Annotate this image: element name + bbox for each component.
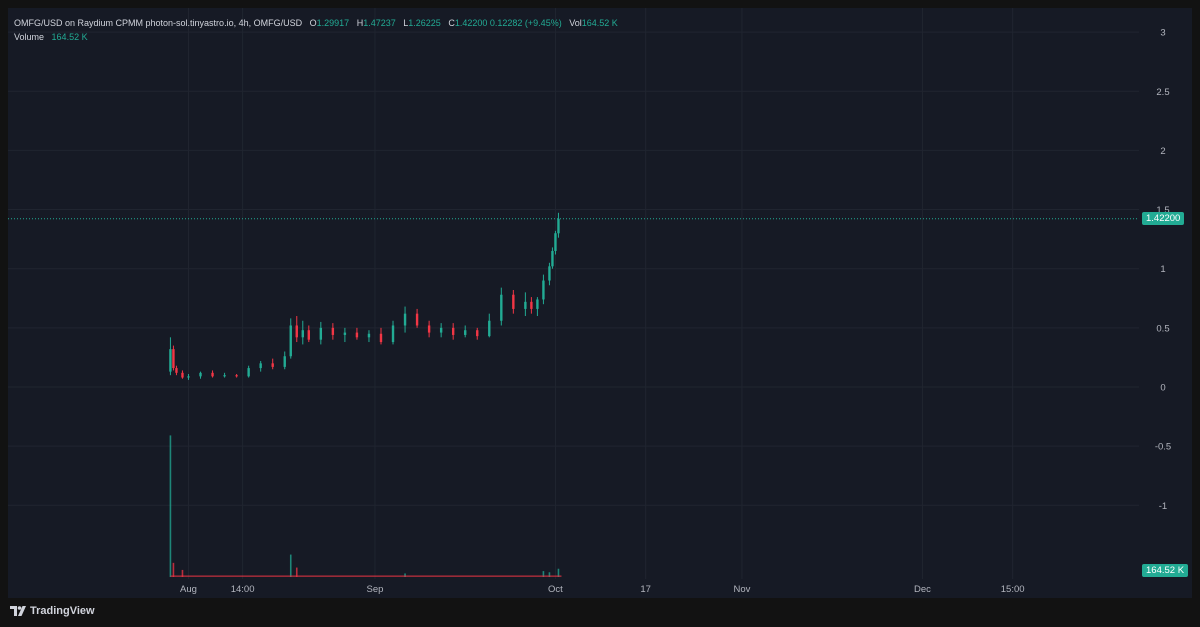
brand-name: TradingView: [30, 605, 95, 617]
candle-body: [295, 325, 298, 338]
candle-body: [551, 250, 554, 267]
time-tick-label: 17: [640, 584, 651, 595]
time-tick-label: Dec: [914, 584, 931, 595]
symbol-title[interactable]: OMFG/USD on Raydium CPMM photon-sol.tiny…: [14, 18, 303, 28]
time-tick-label: 15:00: [1001, 584, 1025, 595]
plot-background: [8, 8, 1139, 598]
time-axis: Aug 14:00 Sep Oct 17 Nov Dec 15:00: [180, 584, 1025, 595]
candle-body: [289, 325, 292, 357]
high-value: 1.47237: [363, 18, 396, 28]
candle-body: [169, 349, 172, 372]
time-tick-label: Oct: [548, 584, 563, 595]
close-label: C: [448, 18, 455, 28]
time-tick-label: Sep: [367, 584, 384, 595]
candle-body: [512, 294, 515, 309]
volume-bar: [404, 573, 406, 577]
candle-body: [530, 301, 533, 309]
candle-body: [199, 372, 202, 377]
volume-bar: [289, 554, 292, 577]
candle-body: [439, 327, 443, 333]
time-tick-label: 14:00: [231, 584, 255, 595]
candle-body: [500, 294, 503, 321]
candle-body: [181, 372, 184, 378]
high-label: H: [356, 18, 364, 28]
last-volume-tag: 164.52 K: [1142, 564, 1189, 577]
price-tick-label: 1.5: [1156, 205, 1169, 216]
candle-body: [379, 333, 383, 343]
candle-body: [355, 332, 359, 338]
low-value: 1.26225: [408, 18, 441, 28]
volume-bar: [169, 435, 172, 577]
candle-body: [476, 330, 479, 337]
volume-bar: [557, 568, 560, 577]
tradingview-icon: [10, 606, 26, 616]
grid: [8, 8, 1139, 579]
candle-body: [367, 333, 371, 338]
candle-body: [187, 376, 190, 378]
candle-body: [536, 299, 539, 309]
price-tick-label: -0.5: [1155, 442, 1171, 453]
chart-legend[interactable]: OMFG/USD on Raydium CPMM photon-sol.tiny…: [14, 14, 618, 46]
candle-body: [331, 327, 335, 335]
tradingview-logo[interactable]: TradingView: [10, 605, 95, 617]
candle-body: [172, 349, 175, 369]
price-axis-background[interactable]: [1139, 8, 1192, 598]
vol-label: Vol: [569, 18, 582, 28]
volume-value: 164.52 K: [51, 32, 88, 42]
candle-body: [524, 301, 527, 309]
last-price-tag: 1.42200: [1142, 211, 1185, 225]
volume-bar: [542, 571, 545, 577]
candle-body: [247, 368, 250, 377]
candle-body: [259, 363, 262, 369]
candle-body: [427, 325, 431, 333]
candle-body: [235, 375, 238, 377]
time-tick-label: Aug: [180, 584, 197, 595]
candle-body: [464, 330, 467, 335]
candle-body: [301, 330, 304, 338]
candle-body: [554, 233, 557, 251]
price-tick-label: 0.5: [1156, 323, 1169, 334]
candle-body: [175, 368, 178, 373]
candle-body: [451, 327, 455, 335]
volume-series: [169, 435, 562, 578]
volume-bar: [295, 567, 298, 577]
vol-value: 164.52 K: [581, 18, 618, 28]
volume-bar: [172, 562, 175, 577]
candle-body: [211, 372, 214, 377]
change-value: 0.12282 (+9.45%): [489, 18, 562, 28]
candle-body: [223, 375, 226, 377]
candle-body: [403, 313, 407, 326]
legend-volume-row: Volume 164.52 K: [14, 28, 618, 46]
open-value: 1.29917: [316, 18, 350, 28]
open-label: O: [309, 18, 317, 28]
close-value: 1.42200: [454, 18, 488, 28]
low-label: L: [403, 18, 409, 28]
candle-body: [307, 330, 310, 340]
time-axis-background[interactable]: [8, 579, 1139, 598]
volume-bar: [181, 569, 184, 577]
price-tick-label: 0: [1160, 383, 1165, 394]
candle-body: [548, 266, 551, 281]
candle-body: [283, 356, 286, 367]
price-tick-label: 3: [1160, 28, 1165, 39]
price-tick-label: 2.5: [1156, 87, 1169, 98]
price-tick-label: -1: [1159, 501, 1167, 512]
volume-bar: [548, 572, 551, 577]
candle-body: [557, 218, 560, 234]
legend-symbol-row: OMFG/USD on Raydium CPMM photon-sol.tiny…: [14, 14, 618, 32]
volume-label[interactable]: Volume: [14, 32, 45, 42]
time-tick-label: Nov: [733, 584, 750, 595]
price-tick-label: 2: [1160, 146, 1165, 157]
candle-body: [271, 363, 274, 367]
candle-body: [542, 280, 545, 300]
candle-body: [415, 313, 419, 326]
candle-body: [488, 320, 491, 337]
candle-series: [169, 212, 560, 380]
candle-body: [391, 325, 395, 343]
price-tick-label: 1: [1160, 264, 1165, 275]
candle-body: [319, 327, 323, 340]
price-axis: 3 2.5 2 1.5 1 0.5 0 -0.5 -1: [1155, 28, 1171, 512]
candle-body: [343, 332, 347, 335]
